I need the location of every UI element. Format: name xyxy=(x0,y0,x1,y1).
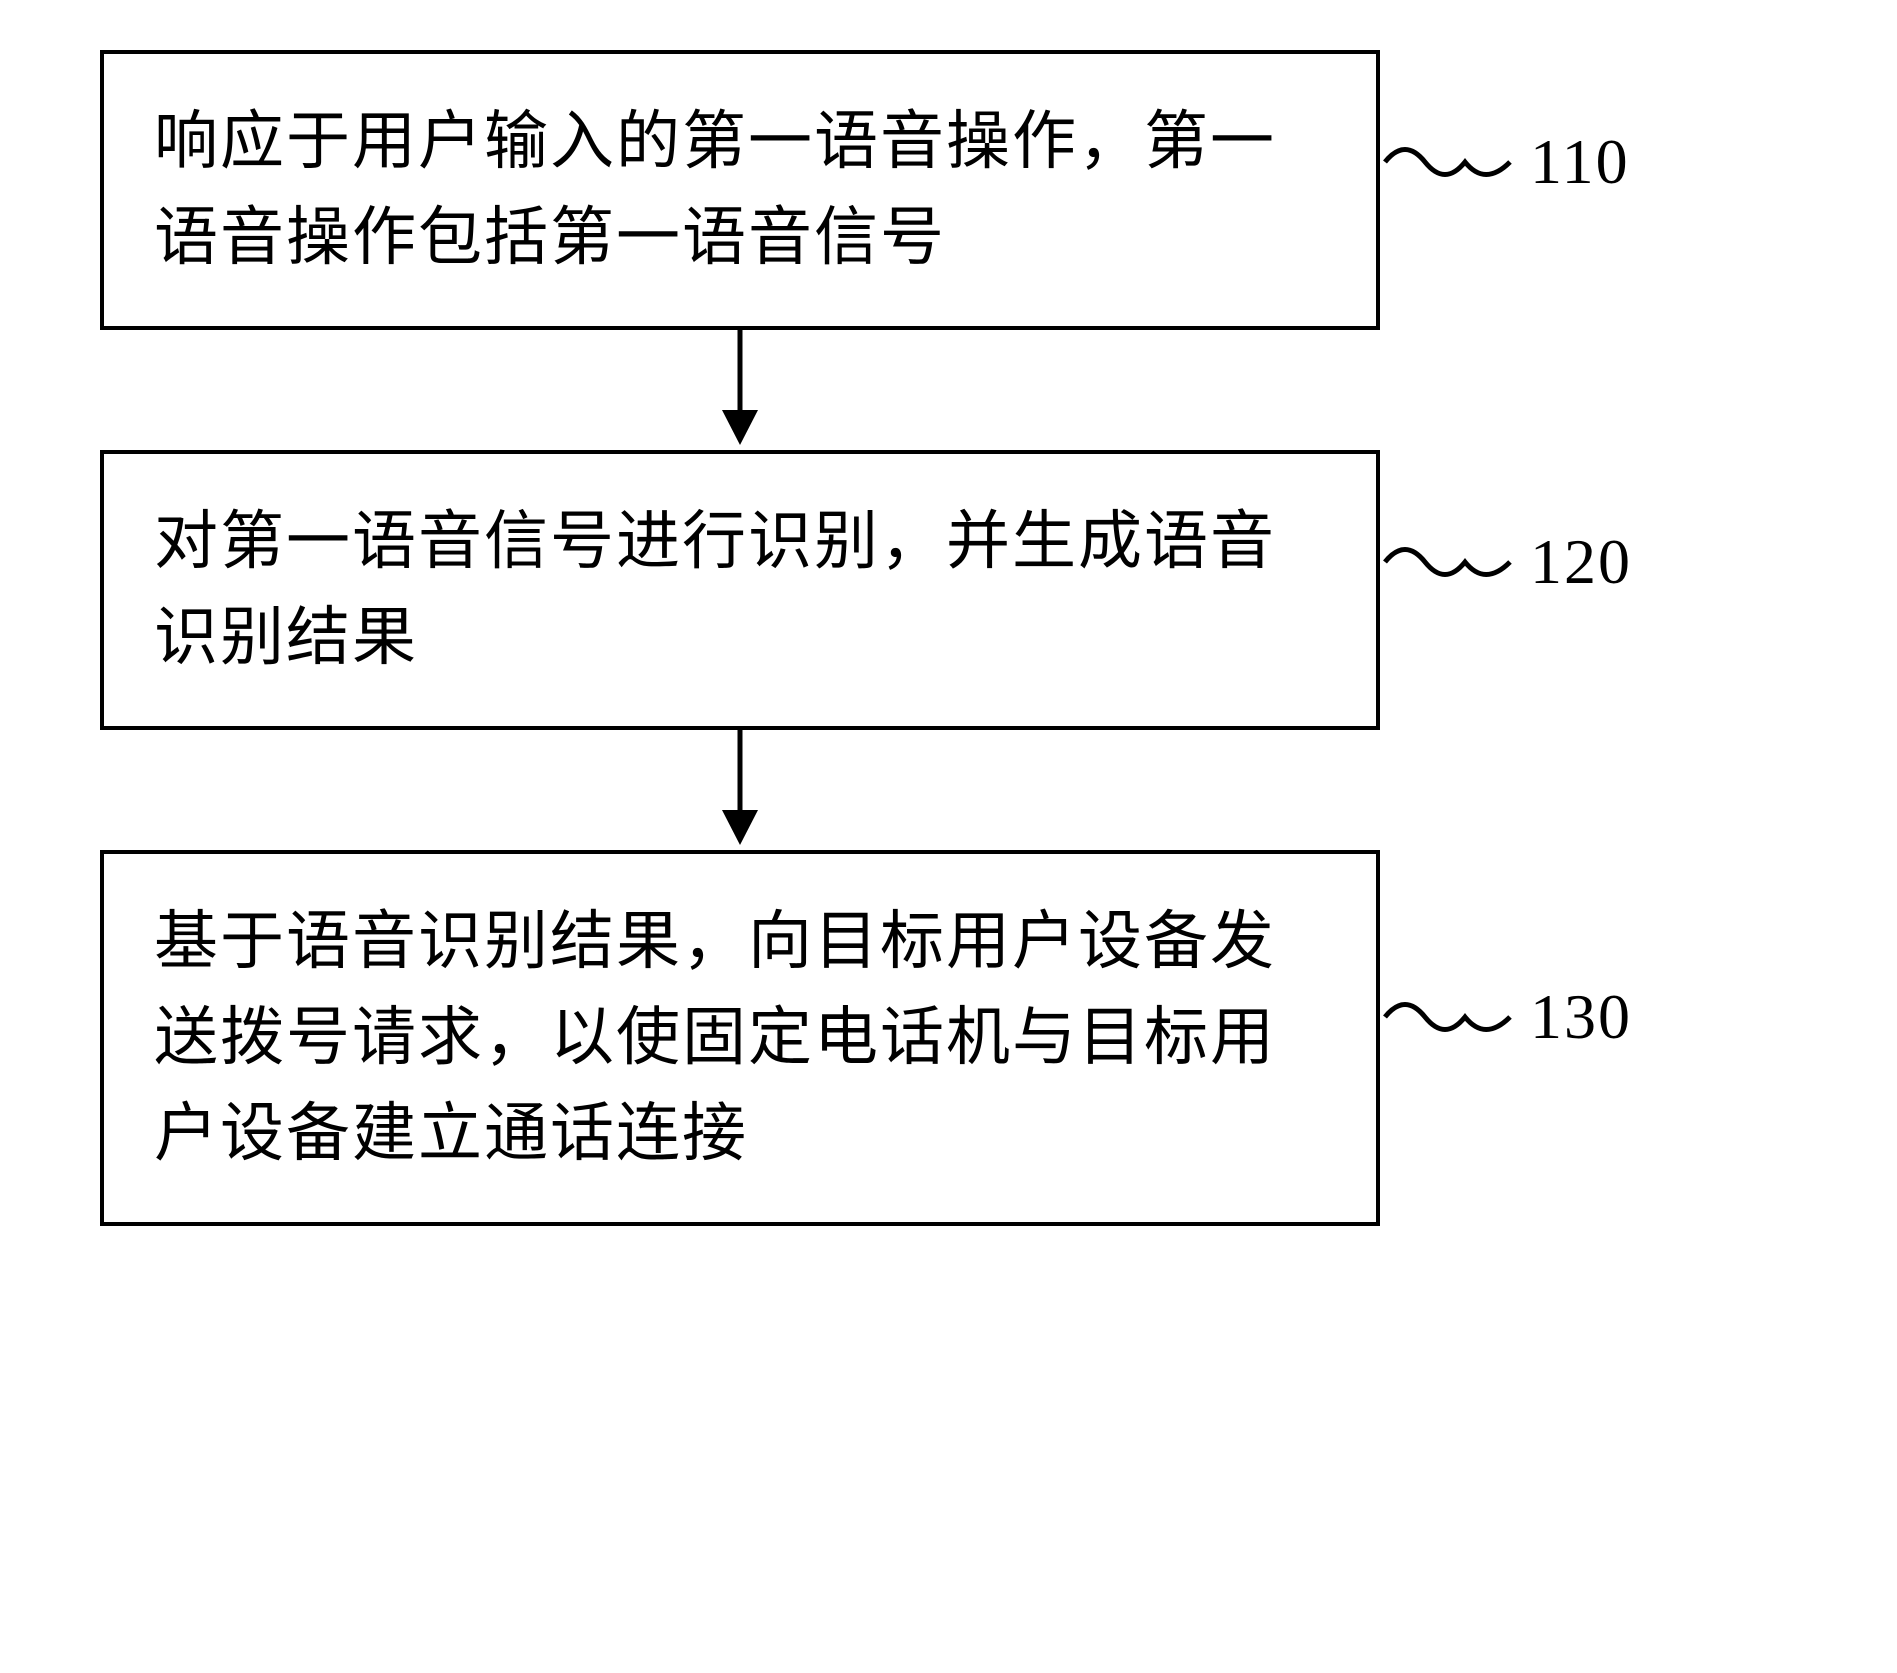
flowchart-step-1: 响应于用户输入的第一语音操作，第一语音操作包括第一语音信号 xyxy=(100,50,1380,330)
flowchart-step-2-wrapper: 对第一语音信号进行识别，并生成语音识别结果 120 xyxy=(100,450,1800,730)
step-3-text: 基于语音识别结果，向目标用户设备发送拨号请求，以使固定电话机与目标用户设备建立通… xyxy=(154,894,1326,1182)
arrow-1-container xyxy=(100,330,1380,450)
step-1-text: 响应于用户输入的第一语音操作，第一语音操作包括第一语音信号 xyxy=(154,94,1326,286)
flowchart-container: 响应于用户输入的第一语音操作，第一语音操作包括第一语音信号 110 对第一语音信… xyxy=(100,50,1800,1226)
flowchart-step-2: 对第一语音信号进行识别，并生成语音识别结果 xyxy=(100,450,1380,730)
step-2-text: 对第一语音信号进行识别，并生成语音识别结果 xyxy=(154,494,1326,686)
flowchart-step-1-wrapper: 响应于用户输入的第一语音操作，第一语音操作包括第一语音信号 110 xyxy=(100,50,1800,330)
flowchart-step-3: 基于语音识别结果，向目标用户设备发送拨号请求，以使固定电话机与目标用户设备建立通… xyxy=(100,850,1380,1226)
arrow-down-icon xyxy=(710,330,770,450)
wavy-line-icon xyxy=(1380,987,1520,1047)
flowchart-step-3-wrapper: 基于语音识别结果，向目标用户设备发送拨号请求，以使固定电话机与目标用户设备建立通… xyxy=(100,850,1800,1226)
step-1-label: 110 xyxy=(1530,125,1630,199)
step-2-label: 120 xyxy=(1530,525,1632,599)
wavy-line-icon xyxy=(1380,532,1520,592)
step-1-connector: 110 xyxy=(1380,125,1630,199)
step-3-connector: 130 xyxy=(1380,980,1632,1054)
step-3-label: 130 xyxy=(1530,980,1632,1054)
step-2-connector: 120 xyxy=(1380,525,1632,599)
arrow-down-icon xyxy=(710,730,770,850)
wavy-line-icon xyxy=(1380,132,1520,192)
arrow-2-container xyxy=(100,730,1380,850)
